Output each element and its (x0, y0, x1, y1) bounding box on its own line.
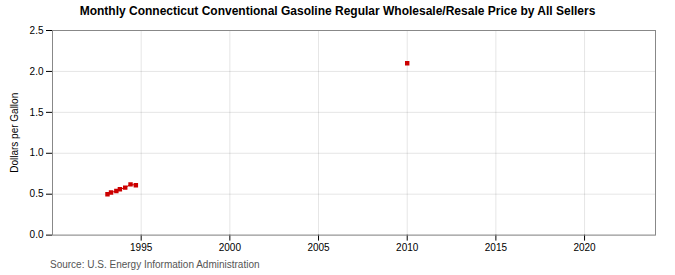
svg-text:0.0: 0.0 (30, 230, 44, 241)
svg-text:2020: 2020 (573, 243, 596, 254)
svg-text:2015: 2015 (485, 243, 508, 254)
html-text:Source: U.S. Energy Informatio: Source: U.S. Energy Information Administ… (50, 259, 260, 270)
svg-text:2.5: 2.5 (30, 25, 44, 36)
svg-text:2005: 2005 (307, 243, 330, 254)
svg-text:2.0: 2.0 (30, 66, 44, 77)
svg-text:2000: 2000 (219, 243, 242, 254)
svg-text:2010: 2010 (396, 243, 419, 254)
svg-text:0.5: 0.5 (30, 189, 44, 200)
html-text:Monthly Connecticut Convention: Monthly Connecticut Conventional Gasolin… (79, 4, 596, 18)
svg-text:Dollars per Gallon: Dollars per Gallon (9, 93, 20, 173)
svg-text:1.0: 1.0 (30, 148, 44, 159)
svg-text:1.5: 1.5 (30, 107, 44, 118)
svg-text:1995: 1995 (130, 243, 153, 254)
